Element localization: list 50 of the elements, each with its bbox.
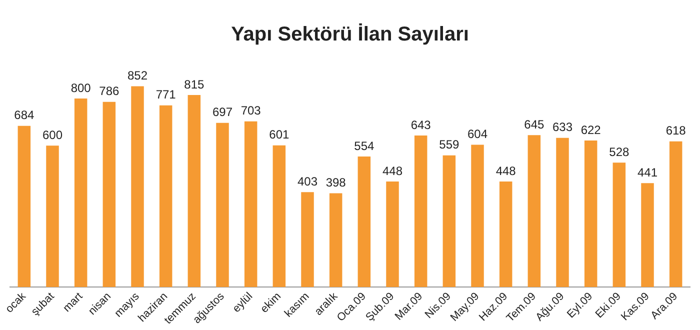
bar bbox=[471, 144, 484, 288]
bar bbox=[556, 138, 569, 288]
bar bbox=[528, 135, 541, 288]
bar bbox=[74, 98, 88, 288]
bar bbox=[131, 86, 144, 288]
data-label: 697 bbox=[212, 105, 233, 120]
data-label: 448 bbox=[382, 164, 403, 178]
data-label: 815 bbox=[184, 77, 204, 92]
data-label: 448 bbox=[496, 164, 516, 178]
bar bbox=[102, 102, 116, 288]
data-label: 554 bbox=[354, 138, 374, 153]
data-label: 786 bbox=[99, 84, 120, 98]
bar bbox=[188, 95, 201, 288]
data-label: 643 bbox=[410, 118, 432, 132]
bar bbox=[18, 126, 31, 288]
bar bbox=[499, 181, 512, 288]
data-label: 684 bbox=[14, 108, 34, 122]
data-label: 618 bbox=[666, 124, 686, 138]
data-label: 645 bbox=[524, 117, 544, 132]
data-label: 771 bbox=[156, 88, 176, 102]
data-label: 601 bbox=[269, 128, 290, 142]
bar bbox=[612, 162, 626, 288]
bar bbox=[358, 156, 371, 288]
bar bbox=[244, 121, 258, 288]
data-label: 633 bbox=[552, 120, 573, 134]
data-label: 403 bbox=[297, 174, 318, 188]
bar bbox=[414, 136, 428, 288]
bar bbox=[159, 105, 172, 288]
data-label: 604 bbox=[467, 127, 488, 142]
data-label: 703 bbox=[240, 104, 262, 118]
data-label: 852 bbox=[127, 68, 148, 83]
data-label: 800 bbox=[70, 80, 92, 95]
data-label: 559 bbox=[439, 138, 460, 152]
x-tick-label: ekim bbox=[258, 290, 284, 316]
chart-title: Yapı Sektörü İlan Sayıları bbox=[231, 22, 469, 46]
data-label: 622 bbox=[580, 122, 602, 137]
data-label: 600 bbox=[42, 128, 63, 142]
bar bbox=[216, 122, 229, 288]
data-label: 441 bbox=[637, 165, 658, 180]
bar bbox=[301, 192, 314, 288]
bar bbox=[46, 146, 59, 288]
bar bbox=[386, 181, 399, 288]
data-label: 528 bbox=[609, 144, 630, 159]
bar bbox=[272, 145, 286, 288]
bar bbox=[669, 141, 682, 288]
bar bbox=[442, 155, 456, 288]
bar bbox=[641, 183, 654, 288]
bar bbox=[329, 193, 342, 288]
data-label: 398 bbox=[326, 176, 346, 190]
bar bbox=[584, 140, 598, 288]
